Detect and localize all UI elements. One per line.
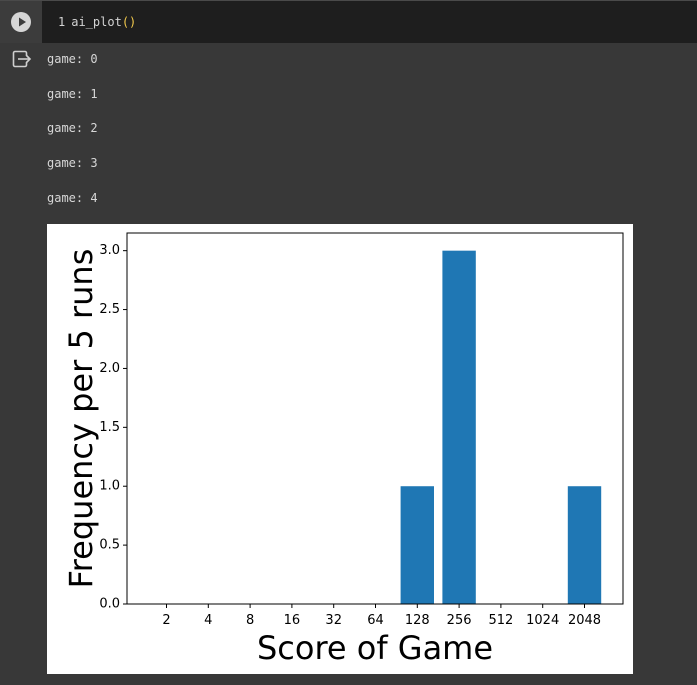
x-tick-label: 2 — [162, 613, 170, 628]
x-tick-label: 256 — [447, 613, 472, 628]
y-tick-label: 2.5 — [99, 302, 120, 317]
x-axis-label: Score of Game — [257, 629, 493, 667]
x-tick-label: 512 — [488, 613, 513, 628]
output-line: game: 2 — [47, 121, 98, 135]
plot-output: 0.0 0.5 1.0 1.5 2.0 2.5 3.0 2 4 8 16 32 64 128 256 512… — [47, 224, 633, 674]
bar-128 — [400, 486, 434, 604]
y-tick-label: 1.5 — [99, 420, 120, 435]
x-tick-label: 128 — [405, 613, 430, 628]
output-line: game: 1 — [47, 87, 98, 101]
output-line: game: 4 — [47, 191, 98, 205]
x-tick-label: 1024 — [526, 613, 559, 628]
code-function-name: ai_plot — [71, 15, 122, 29]
play-circle-icon[interactable] — [11, 12, 31, 32]
plot-frame — [126, 232, 624, 605]
code-parens: () — [121, 15, 137, 29]
y-tick-label: 0.0 — [99, 597, 120, 612]
y-tick-label: 0.5 — [99, 538, 120, 553]
y-axis-label: Frequency per 5 runs — [62, 249, 100, 589]
code-cell[interactable]: 1 ai_plot() — [0, 0, 697, 43]
run-gutter — [0, 1, 42, 43]
output-redirect-icon[interactable] — [12, 50, 32, 68]
x-tick-label: 64 — [367, 613, 384, 628]
x-tick-label: 32 — [325, 613, 342, 628]
y-tick-label: 3.0 — [99, 243, 120, 258]
bar-2048 — [567, 486, 602, 604]
y-tick-label: 2.0 — [99, 361, 120, 376]
x-tick-label: 2048 — [568, 613, 601, 628]
bar-chart: 0.0 0.5 1.0 1.5 2.0 2.5 3.0 2 4 8 16 32 64 128 256 512… — [62, 232, 624, 667]
bar-256 — [442, 250, 476, 604]
code-line[interactable]: 1 ai_plot() — [58, 15, 136, 29]
y-tick-label: 1.0 — [99, 479, 120, 494]
x-tick-label: 8 — [246, 613, 254, 628]
x-tick-label: 16 — [284, 613, 301, 628]
x-tick-label: 4 — [204, 613, 212, 628]
line-number: 1 — [58, 15, 66, 29]
output-line: game: 3 — [47, 156, 98, 170]
output-line: game: 0 — [47, 52, 98, 66]
